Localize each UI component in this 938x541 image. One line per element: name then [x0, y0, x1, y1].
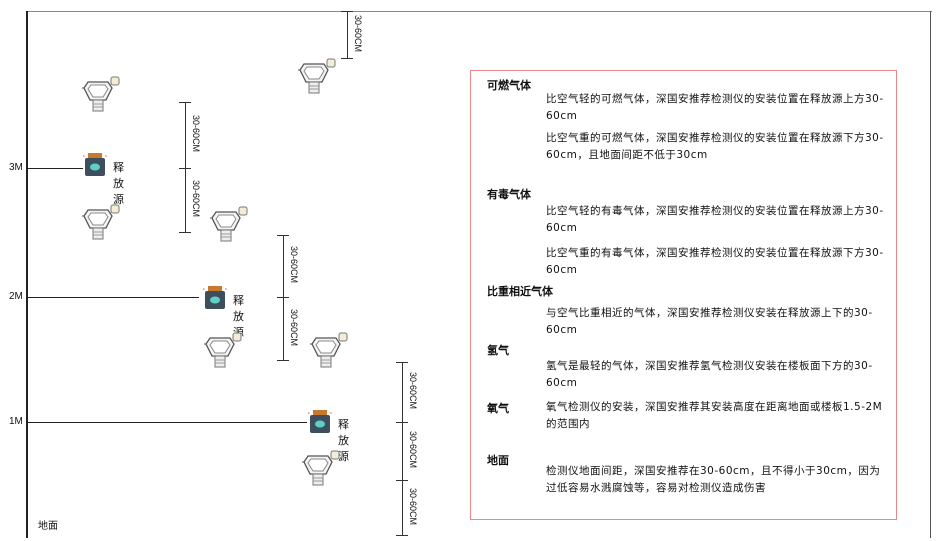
heading-hydrogen: 氢气	[487, 344, 509, 357]
dimension-line	[283, 235, 284, 297]
dimension-label: 30-60CM	[408, 431, 418, 469]
source-1m: 释放源	[308, 410, 349, 463]
dimension-line	[402, 422, 403, 480]
dimension-tick	[341, 11, 353, 12]
level-1m-line	[27, 422, 307, 423]
wall-line	[26, 11, 28, 538]
text-flammable-light: 比空气轻的可燃气体，深国安推荐检测仪的安装位置在释放源上方30-60cm	[546, 93, 884, 122]
heading-flammable: 可燃气体	[487, 79, 531, 92]
source-label: 释放源	[338, 418, 350, 463]
dimension-label: 30-60CM	[191, 180, 201, 218]
heading-oxygen: 氧气	[487, 402, 509, 415]
dimension-tick	[277, 297, 289, 298]
text-hydrogen: 氢气是最轻的气体，深国安推荐氢气检测仪安装在楼板面下方的30-60cm	[546, 360, 873, 389]
dimension-label: 30-60CM	[353, 14, 363, 52]
source-label: 释放源	[113, 161, 125, 206]
gas-source-icon	[308, 410, 332, 433]
source-2m: 释放源	[203, 286, 244, 339]
dimension-tick	[179, 232, 191, 233]
dimension-tick	[277, 360, 289, 361]
dimension-line	[185, 102, 186, 168]
dimension-label: 30-60CM	[289, 308, 299, 346]
dimension-label: 30-60CM	[191, 115, 201, 153]
level-3m: 3M	[9, 162, 23, 173]
gas-detector-icon	[204, 330, 244, 374]
dimension-tick	[179, 168, 191, 169]
right-wall-line	[930, 11, 931, 538]
ceiling-line	[27, 11, 932, 12]
gas-detector-icon	[82, 202, 122, 246]
dimension-line	[283, 297, 284, 360]
heading-ground: 地面	[487, 454, 509, 467]
text-toxic-heavy: 比空气重的有毒气体，深国安推荐检测仪的安装位置在释放源下方30-60cm	[546, 247, 884, 276]
gas-detector-icon	[302, 448, 342, 492]
level-2m-line	[27, 297, 199, 298]
gas-detector-icon	[298, 56, 338, 100]
text-ground: 检测仪地面间距，深国安推荐在30-60cm，且不得小于30cm，因为过低容易水溅…	[546, 465, 881, 494]
level-1m: 1M	[9, 416, 23, 427]
dimension-label: 30-60CM	[408, 487, 418, 525]
heading-toxic: 有毒气体	[487, 188, 531, 201]
text-flammable-heavy: 比空气重的可燃气体，深国安推荐检测仪的安装位置在释放源下方30-60cm，且地面…	[546, 132, 884, 161]
text-toxic-light: 比空气轻的有毒气体，深国安推荐检测仪的安装位置在释放源上方30-60cm	[546, 205, 884, 234]
dimension-line	[347, 11, 348, 58]
dimension-label: 30-60CM	[289, 246, 299, 284]
dimension-tick	[277, 235, 289, 236]
dimension-label: 30-60CM	[408, 372, 418, 410]
level-3m-line	[27, 168, 83, 169]
dimension-line	[402, 362, 403, 422]
text-oxygen: 氧气检测仪的安装，深国安推荐其安装高度在距离地面或楼板1.5-2M的范围内	[546, 401, 883, 430]
dimension-tick	[396, 535, 408, 536]
text-similar: 与空气比重相近的气体，深国安推荐检测仪安装在释放源上下的30-60cm	[546, 307, 873, 336]
ground-label: 地面	[38, 521, 58, 532]
gas-detector-icon	[210, 204, 250, 248]
dimension-tick	[396, 480, 408, 481]
gas-source-icon	[83, 153, 107, 176]
source-3m: 释放源	[83, 153, 124, 206]
dimension-line	[402, 480, 403, 535]
dimension-line	[185, 168, 186, 232]
dimension-tick	[179, 102, 191, 103]
gas-detector-icon	[310, 330, 350, 374]
heading-similar: 比重相近气体	[487, 285, 553, 298]
info-panel: 可燃气体 比空气轻的可燃气体，深国安推荐检测仪的安装位置在释放源上方30-60c…	[470, 70, 897, 520]
dimension-tick	[341, 58, 353, 59]
dimension-tick	[396, 422, 408, 423]
gas-detector-icon	[82, 74, 122, 118]
dimension-tick	[396, 362, 408, 363]
gas-source-icon	[203, 286, 227, 309]
level-2m: 2M	[9, 291, 23, 302]
